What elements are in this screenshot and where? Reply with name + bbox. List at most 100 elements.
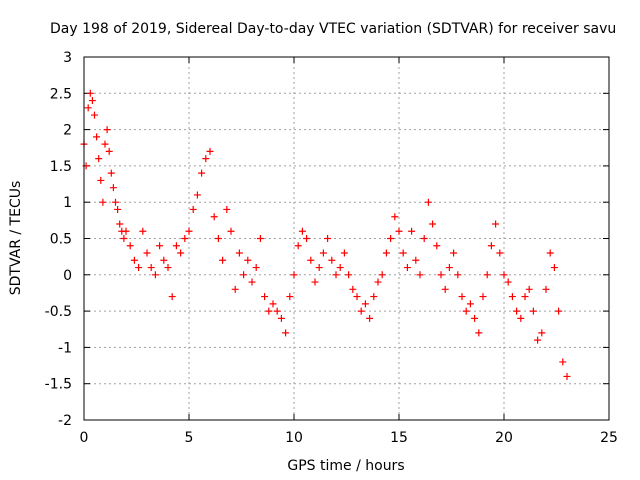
data-point	[475, 329, 483, 337]
y-tick-label: 2.5	[50, 86, 72, 102]
data-point	[95, 155, 103, 163]
data-point	[521, 293, 529, 301]
y-tick-label: 1.5	[50, 159, 72, 175]
data-point	[282, 329, 290, 337]
data-point	[340, 249, 348, 257]
data-point	[219, 256, 227, 264]
data-point	[126, 242, 134, 250]
x-tick-label: 0	[80, 430, 89, 446]
data-point	[147, 264, 155, 272]
data-point	[315, 264, 323, 272]
data-point	[420, 235, 428, 242]
data-point	[223, 205, 231, 213]
data-point	[332, 271, 340, 279]
data-point	[496, 249, 504, 257]
data-point	[273, 307, 281, 315]
data-point	[508, 293, 516, 301]
data-point	[336, 264, 344, 272]
data-point	[277, 314, 285, 322]
x-axis-title: GPS time / hours	[287, 458, 404, 474]
y-tick-label: 0	[63, 268, 72, 284]
data-point	[256, 235, 264, 242]
data-point	[319, 249, 327, 257]
data-point	[529, 307, 537, 315]
data-point	[210, 213, 218, 221]
data-point	[114, 205, 122, 213]
data-point	[500, 271, 508, 279]
data-point	[164, 264, 172, 272]
data-point	[303, 235, 311, 242]
data-point	[538, 329, 546, 337]
data-point	[93, 133, 101, 141]
data-point	[286, 293, 294, 301]
y-tick-label: -1.5	[45, 377, 72, 393]
y-tick-label: 0.5	[50, 232, 72, 248]
data-point	[168, 293, 176, 301]
data-point	[151, 271, 159, 279]
data-point	[189, 205, 197, 213]
data-point	[307, 256, 315, 264]
data-point	[139, 227, 147, 235]
x-axis-ticks: 0 5 10 15 20 25	[80, 57, 618, 446]
data-point	[437, 271, 445, 279]
data-point	[534, 336, 542, 344]
data-point	[361, 300, 369, 308]
data-point	[86, 89, 94, 97]
data-point	[445, 264, 453, 272]
data-point	[193, 191, 201, 199]
data-point	[84, 104, 92, 112]
data-point	[450, 249, 458, 257]
data-point	[265, 307, 273, 315]
data-point	[517, 314, 525, 322]
data-point	[88, 97, 96, 105]
data-point	[433, 242, 441, 250]
data-point	[261, 293, 269, 301]
data-point	[374, 278, 382, 286]
data-point	[487, 242, 495, 250]
data-point	[504, 278, 512, 286]
data-point	[172, 242, 180, 250]
data-point	[441, 285, 449, 293]
data-point	[462, 307, 470, 315]
data-point	[240, 271, 248, 279]
data-point	[349, 285, 357, 293]
data-point	[143, 249, 151, 257]
data-point	[122, 227, 130, 235]
data-point	[290, 271, 298, 279]
data-point	[130, 256, 138, 264]
data-point	[160, 256, 168, 264]
data-point	[412, 256, 420, 264]
data-point	[357, 307, 365, 315]
data-point	[244, 256, 252, 264]
chart-title: Day 198 of 2019, Sidereal Day-to-day VTE…	[50, 21, 616, 37]
data-point	[408, 227, 416, 235]
data-point	[525, 285, 533, 293]
plot-frame	[83, 56, 610, 421]
data-point	[135, 264, 143, 272]
data-point	[214, 235, 222, 242]
data-point	[391, 213, 399, 221]
data-point	[231, 285, 239, 293]
data-point	[403, 264, 411, 272]
data-point	[399, 249, 407, 257]
data-point	[370, 293, 378, 301]
data-point	[105, 147, 113, 155]
data-point	[248, 278, 256, 286]
x-tick-label: 20	[495, 430, 513, 446]
data-point	[458, 293, 466, 301]
data-point	[269, 300, 277, 308]
data-point	[202, 155, 210, 163]
y-tick-label: -0.5	[45, 304, 72, 320]
data-point	[156, 242, 164, 250]
data-point	[109, 184, 117, 192]
data-point	[116, 220, 124, 228]
data-point	[235, 249, 243, 257]
data-point	[483, 271, 491, 279]
data-point	[294, 242, 302, 250]
data-point	[99, 198, 107, 206]
y-tick-label: -2	[58, 413, 72, 429]
data-point	[97, 176, 105, 184]
data-point	[206, 147, 214, 155]
data-point	[513, 307, 521, 315]
